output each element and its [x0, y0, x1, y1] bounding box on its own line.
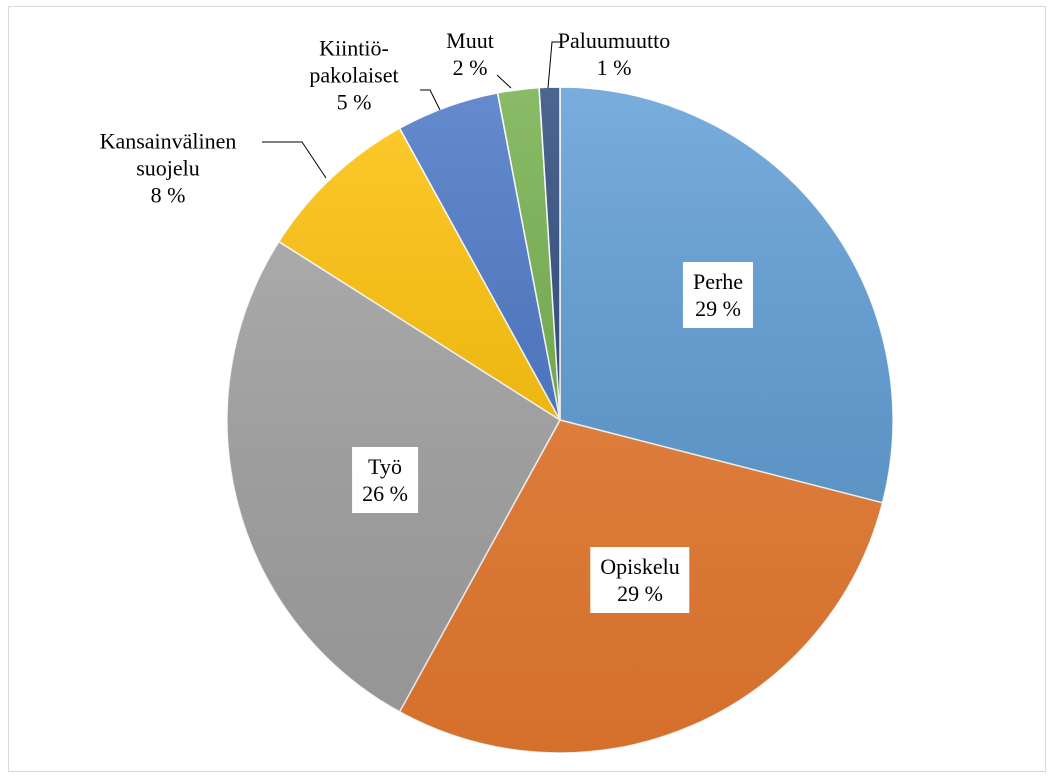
data-label: Opiskelu 29 %	[590, 547, 690, 613]
category-label: Kiintiö- pakolaiset	[309, 35, 399, 88]
leader-line	[547, 41, 565, 89]
data-label: Työ 26 %	[352, 447, 418, 513]
category-label: Kansainvälinen suojelu	[99, 128, 237, 181]
data-label: Muut 2 %	[446, 27, 494, 81]
data-label: Kiintiö- pakolaiset 5 %	[309, 35, 398, 116]
value-label: 26 %	[362, 481, 408, 506]
leader-line	[262, 141, 327, 179]
category-label: Perhe	[692, 269, 744, 294]
chart-frame	[8, 6, 1046, 772]
leader-line	[496, 74, 512, 89]
category-label: Paluumuutto	[557, 28, 671, 53]
category-label: Muut	[446, 28, 494, 53]
value-label: 29 %	[695, 296, 741, 321]
value-label: 8 %	[150, 182, 186, 208]
data-label: Kansainvälinen suojelu 8 %	[100, 128, 237, 209]
data-label: Paluumuutto 1 %	[558, 27, 670, 81]
value-label: 2 %	[452, 55, 488, 80]
value-label: 5 %	[336, 89, 372, 115]
category-label: Työ	[368, 454, 402, 479]
value-label: 1 %	[596, 55, 632, 80]
data-label: Perhe 29 %	[682, 262, 754, 328]
leader-line	[420, 89, 441, 111]
value-label: 29 %	[617, 581, 663, 606]
category-label: Opiskelu	[600, 554, 680, 579]
